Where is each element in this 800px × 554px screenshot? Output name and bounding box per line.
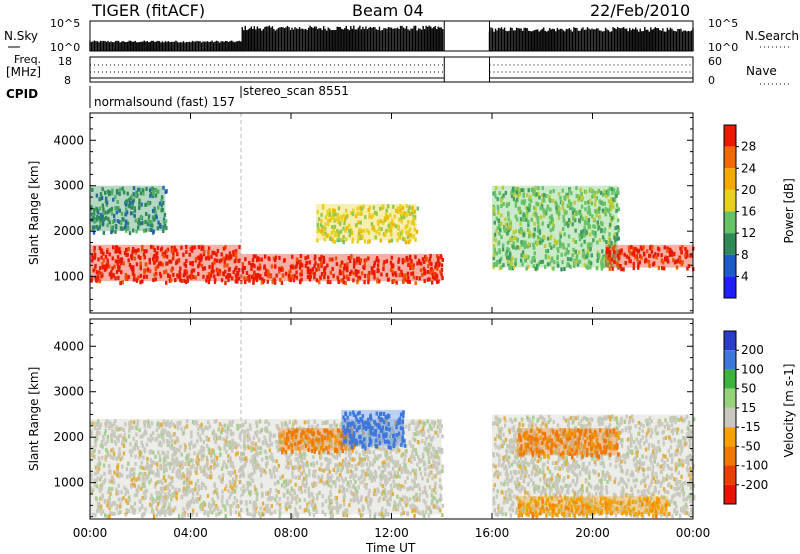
- time-tick-label: 00:00: [676, 526, 711, 540]
- noise-top-tick-right: 10^5: [708, 17, 738, 30]
- power-region-1: [90, 185, 166, 232]
- velocity-ytick-label: 3000: [53, 385, 84, 399]
- velocity-ytick-label: 4000: [53, 339, 84, 353]
- velocity-colorbar-swatch: [724, 331, 736, 351]
- nave-bottom-tick: 0: [708, 74, 715, 87]
- velocity-colorbar-swatch: [724, 484, 736, 504]
- freq-label-line2: [MHz]: [6, 65, 41, 79]
- velocity-colorbar-swatch: [724, 427, 736, 447]
- noise-bottom-tick-right: 10^0: [708, 41, 738, 54]
- time-tick-label: 00:00: [73, 526, 108, 540]
- power-colorbar-tick: 20: [741, 183, 756, 197]
- velocity-panel: 1000 2000 3000 4000 Slant Range [km]: [27, 318, 696, 520]
- power-colorbar-swatch: [724, 146, 736, 169]
- velocity-ylabel: Slant Range [km]: [27, 367, 41, 471]
- velocity-ytick-label: 1000: [53, 476, 84, 490]
- power-region-5: [605, 244, 693, 268]
- beam-title: Beam 04: [352, 1, 424, 20]
- power-region-4: [492, 185, 618, 268]
- time-tick-label: 08:00: [274, 526, 309, 540]
- power-colorbar-swatch: [724, 211, 736, 234]
- cpid-annotation-1: normalsound (fast) 157: [94, 95, 235, 109]
- freq-strip-frame: [89, 56, 694, 83]
- power-colorbar-tick: 28: [741, 140, 756, 154]
- time-tick-label: 12:00: [374, 526, 409, 540]
- velocity-colorbar-tick: -200: [741, 478, 768, 492]
- velocity-colorbar-swatch: [724, 465, 736, 485]
- power-ytick-label: 1000: [53, 270, 84, 284]
- freq-top-tick: 18: [58, 55, 72, 68]
- power-colorbar-label: Power [dB]: [782, 178, 796, 243]
- velocity-region-4: [517, 428, 618, 456]
- cpid-label: CPID: [6, 87, 38, 101]
- nsearch-label: N.Search: [745, 29, 799, 43]
- noise-bottom-tick: 10^0: [50, 41, 80, 54]
- velocity-colorbar-tick: 15: [741, 401, 756, 415]
- power-colorbar-tick: 24: [741, 161, 756, 175]
- velocity-colorbar-swatch: [724, 369, 736, 389]
- power-data-cells: [90, 185, 695, 286]
- freq-label-line1: Freq.: [14, 53, 41, 66]
- velocity-region-2: [341, 409, 405, 447]
- noise-top-tick: 10^5: [50, 17, 80, 30]
- velocity-colorbar-swatch: [724, 407, 736, 428]
- velocity-ytick-label: 2000: [53, 430, 84, 444]
- velocity-colorbar-tick: 200: [741, 343, 764, 357]
- nsky-label: N.Sky: [4, 29, 38, 43]
- velocity-region-3: [492, 414, 693, 515]
- velocity-data-cells: [90, 409, 696, 519]
- velocity-colorbar-tick: 50: [741, 382, 756, 396]
- velocity-colorbar-tick: -50: [741, 439, 761, 453]
- power-colorbar: 4 8 12 16 20 24 28 Power [dB]: [723, 124, 796, 299]
- freq-bottom-tick: 8: [64, 74, 71, 87]
- radar-title: TIGER (fitACF): [91, 1, 205, 20]
- power-colorbar-tick: 12: [741, 226, 756, 240]
- power-colorbar-swatch: [724, 254, 736, 277]
- power-region-0: [90, 244, 241, 282]
- time-tick-label: 20:00: [575, 526, 610, 540]
- power-colorbar-tick: 8: [741, 248, 749, 262]
- velocity-colorbar-tick: -100: [741, 459, 768, 473]
- velocity-colorbar-label: Velocity [m s-1]: [782, 364, 796, 458]
- power-colorbar-swatch: [724, 276, 736, 298]
- time-tick-label: 16:00: [475, 526, 510, 540]
- time-axis: 00:00 04:00 08:00 12:00 16:00 20:00 00:00: [73, 526, 711, 540]
- velocity-colorbar: 200 100 50 15 -15 -50 -100 -200 Velocity [m s-1]: [723, 330, 796, 505]
- velocity-colorbar-swatch: [724, 350, 736, 370]
- velocity-colorbar-tick: 100: [741, 362, 764, 376]
- power-ytick-label: 2000: [53, 224, 84, 238]
- power-data-gap: [444, 113, 490, 313]
- velocity-colorbar-swatch: [724, 388, 736, 408]
- power-ylabel: Slant Range [km]: [27, 161, 41, 265]
- power-region-3: [316, 203, 417, 241]
- velocity-colorbar-tick: -15: [741, 420, 761, 434]
- velocity-region-5: [517, 496, 668, 515]
- noise-strip-data: [89, 21, 694, 51]
- date-title: 22/Feb/2010: [590, 1, 690, 20]
- nave-label: Nave: [746, 64, 777, 78]
- nave-top-tick: 60: [708, 55, 722, 68]
- power-ytick-label: 3000: [53, 179, 84, 193]
- power-colorbar-swatch: [724, 125, 736, 147]
- power-colorbar-swatch: [724, 233, 736, 255]
- time-axis-label: Time UT: [365, 541, 416, 554]
- power-colorbar-tick: 16: [741, 205, 756, 219]
- time-tick-label: 04:00: [173, 526, 208, 540]
- power-colorbar-tick: 4: [741, 269, 749, 283]
- power-colorbar-swatch: [724, 189, 736, 212]
- freq-strip-data: [90, 57, 693, 82]
- power-ytick-label: 4000: [53, 133, 84, 147]
- velocity-data-gap: [444, 319, 490, 519]
- power-panel: 1000 2000 3000 4000 Slant Range [km]: [27, 112, 695, 314]
- power-colorbar-swatch: [724, 168, 736, 190]
- power-region-2: [240, 253, 442, 282]
- velocity-colorbar-swatch: [724, 446, 736, 466]
- cpid-annotation-2: stereo_scan 8551: [243, 84, 349, 98]
- velocity-region-1: [278, 428, 354, 451]
